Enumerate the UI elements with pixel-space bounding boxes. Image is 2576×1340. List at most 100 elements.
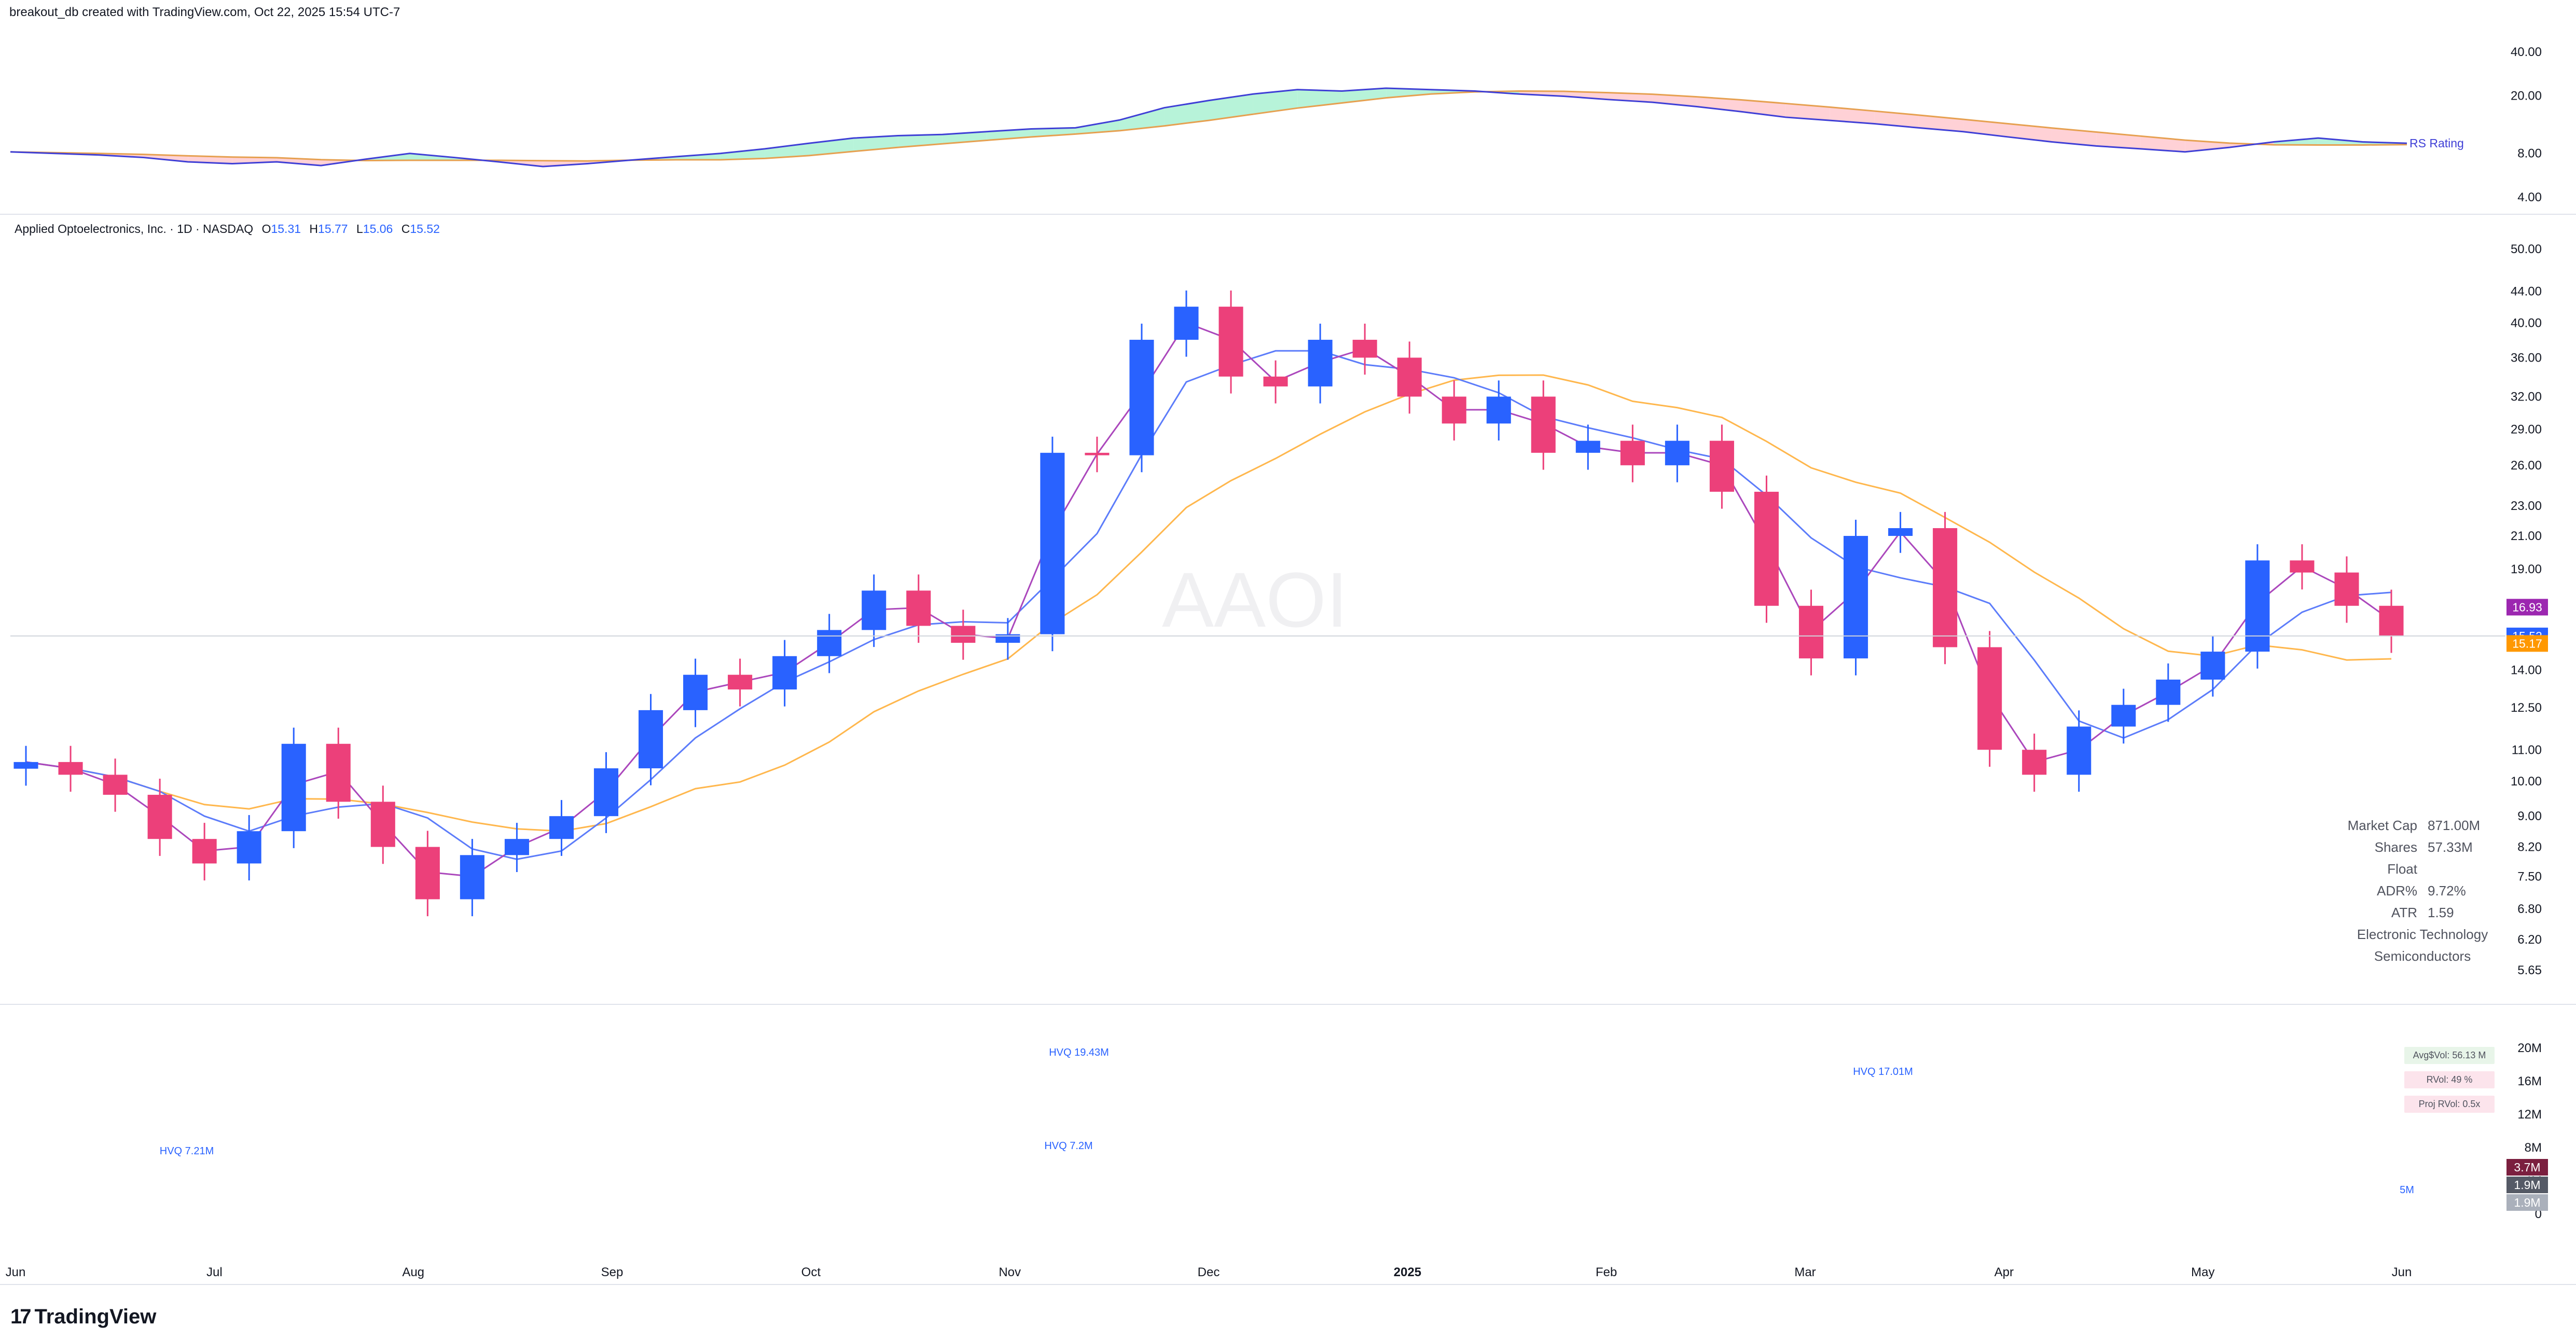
candle-body: [1620, 440, 1645, 465]
volume-label-text: 1.9M: [2514, 1178, 2540, 1192]
tradingview-logo[interactable]: 17 TradingView: [10, 1305, 156, 1329]
pane-separator[interactable]: [0, 1004, 2576, 1005]
price-tick-label: 26.00: [2511, 459, 2542, 473]
candle-body: [2379, 605, 2404, 636]
candle-body: [772, 656, 797, 690]
hvq-annotation: HVQ 7.21M: [160, 1145, 214, 1157]
rs-fill-segment: [1785, 103, 1830, 121]
rs-moving-average-line: [10, 90, 2407, 162]
tradingview-wordmark: TradingView: [34, 1305, 157, 1328]
price-tick-label: 6.20: [2517, 933, 2542, 947]
time-axis-label: 2025: [1394, 1265, 1421, 1279]
candle-body: [728, 674, 753, 690]
candle-body: [2245, 560, 2270, 652]
symbol-legend[interactable]: Applied Optoelectronics, Inc. · 1D · NAS…: [15, 222, 440, 236]
candle-body: [817, 630, 842, 656]
time-axis-label: Jul: [206, 1265, 223, 1279]
ema-mid-line: [25, 350, 2392, 860]
price-tick-label: 11.00: [2512, 743, 2542, 757]
rs-fill-segment: [765, 143, 809, 159]
candle-body: [906, 590, 931, 626]
candle-body: [549, 816, 574, 839]
candle-body: [1040, 452, 1065, 634]
high-label: H: [309, 222, 318, 236]
rs-fill-segment: [1164, 100, 1209, 126]
price-tick-label: 12.50: [2511, 701, 2542, 715]
price-tick-label: 8.20: [2517, 840, 2542, 854]
rs-fill-segment: [853, 135, 898, 151]
candle-body: [1531, 396, 1556, 453]
rs-fill-segment: [1209, 94, 1253, 121]
candle-body: [1754, 491, 1779, 606]
candle-body: [192, 839, 217, 864]
price-label-box: [2506, 599, 2548, 616]
symbol-title: Applied Optoelectronics, Inc. · 1D · NAS…: [15, 222, 254, 236]
time-axis-label: Jun: [6, 1265, 26, 1279]
rs-fill-segment: [2140, 136, 2185, 152]
rs-fill-segment: [720, 148, 765, 160]
price-tick-label: 50.00: [2511, 242, 2542, 256]
candle-body: [1977, 647, 2002, 750]
candle-body: [1397, 357, 1422, 397]
atr-value: 1.59: [2428, 905, 2454, 920]
volume-label-box: [2506, 1159, 2548, 1176]
candle-body: [326, 743, 351, 802]
rs-fill-segment: [1874, 111, 1919, 128]
candle-body: [2022, 750, 2047, 775]
time-axis-border: [0, 1284, 2576, 1285]
market-cap-label: Market Cap: [2347, 818, 2417, 833]
rs-fill-segment: [2096, 132, 2141, 149]
hvq-annotation: HVQ 19.43M: [1049, 1047, 1109, 1058]
hvq-annotation: HVQ 17.01M: [1853, 1066, 1913, 1077]
candle-body: [1575, 440, 1600, 453]
volume-label-text: 3.7M: [2514, 1161, 2540, 1174]
ma-slow-line: [25, 374, 2392, 832]
time-axis-label: Feb: [1596, 1265, 1617, 1279]
candle-body: [2290, 560, 2315, 573]
volume-tick-label: 12M: [2517, 1108, 2542, 1122]
candle-body: [1129, 339, 1154, 455]
close-label: C: [401, 222, 410, 236]
candle-body: [415, 847, 440, 900]
rs-fill-segment: [1918, 115, 1963, 132]
volume-label-box: [2506, 1194, 2548, 1211]
rs-fill-segment: [1075, 120, 1120, 134]
pane-separator[interactable]: [0, 214, 2576, 215]
candle-body: [951, 626, 976, 643]
candle-body: [2156, 680, 2181, 705]
rs-fill-segment: [1652, 94, 1697, 107]
candle-body: [58, 762, 83, 775]
close-value: 15.52: [410, 222, 440, 236]
tradingview-mark-icon: 17: [10, 1305, 31, 1328]
candle-body: [1218, 307, 1243, 377]
price-label-text: 16.93: [2512, 600, 2542, 614]
candle-body: [1709, 440, 1734, 492]
price-tick-label: 10.00: [2511, 775, 2542, 789]
candle-body: [683, 674, 708, 710]
candle-body: [2200, 652, 2225, 680]
candle-body: [862, 590, 887, 630]
hvq-annotation: HVQ 7.2M: [1044, 1140, 1092, 1152]
float-value: 57.33M: [2428, 839, 2473, 855]
candle-body: [237, 831, 261, 864]
rs-fill-segment: [1563, 91, 1608, 100]
price-tick-label: 7.50: [2517, 869, 2542, 883]
candle-body: [1486, 396, 1511, 424]
candle-body: [1442, 396, 1466, 424]
time-axis-label: Apr: [1995, 1265, 2014, 1279]
rs-fill-segment: [1119, 107, 1165, 131]
rs-fill-segment: [1386, 88, 1431, 98]
volume-tick-label: 8M: [2525, 1141, 2542, 1155]
high-value: 15.77: [318, 222, 348, 236]
candle-body: [147, 795, 172, 839]
candle-body: [13, 762, 38, 769]
hvq-annotation: 5M: [2400, 1184, 2414, 1196]
ema-fast-line: [25, 322, 2392, 877]
price-tick-label: 40.00: [2511, 316, 2542, 330]
rs-fill-segment: [676, 153, 721, 160]
adr-value: 9.72%: [2428, 883, 2466, 899]
stats-table: Market Cap 871.00M Shares Float 57.33M ADR…: [2345, 814, 2500, 967]
candle-body: [1798, 605, 1824, 659]
time-axis-label: Oct: [801, 1265, 821, 1279]
